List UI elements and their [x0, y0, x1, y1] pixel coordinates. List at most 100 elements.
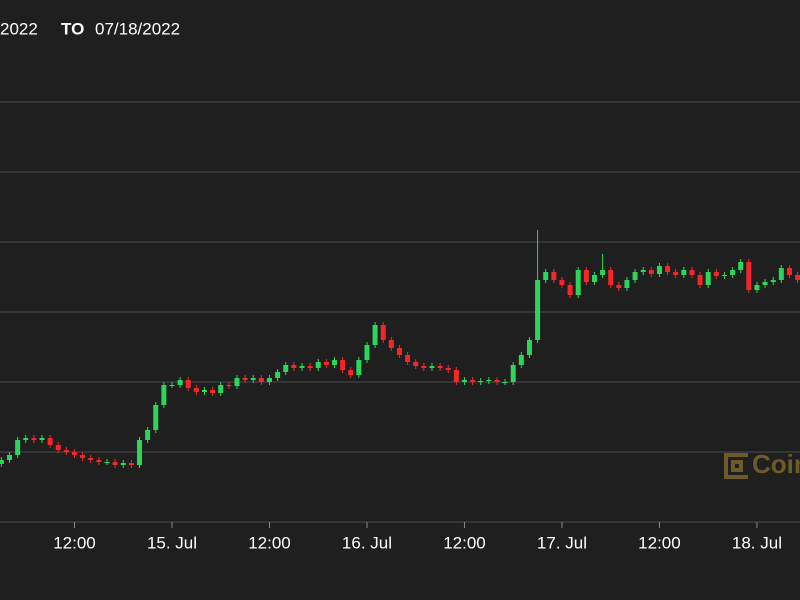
candle-body: [486, 380, 492, 381]
x-tick-label: 15. Jul: [147, 533, 197, 552]
candle-body: [697, 275, 703, 285]
x-tick-label: 12:00: [53, 533, 96, 552]
candle-body: [47, 438, 53, 445]
candle-body: [429, 366, 435, 368]
candle-body: [291, 365, 297, 368]
candle-body: [96, 460, 102, 462]
candle-body: [689, 270, 695, 275]
x-tick-label: 16. Jul: [342, 533, 392, 552]
candle-body: [104, 462, 110, 463]
candle-body: [591, 275, 597, 282]
candle-body: [323, 362, 329, 365]
candle-body: [730, 270, 736, 275]
candle-body: [340, 360, 346, 370]
candle-body: [648, 270, 654, 274]
date-separator: TO: [61, 19, 84, 38]
candle-body: [128, 463, 134, 465]
candle-body: [518, 355, 524, 365]
candle-body: [762, 282, 768, 285]
candle-body: [299, 366, 305, 368]
candle-body: [713, 272, 719, 276]
candle-body: [526, 340, 532, 355]
candle-body: [258, 378, 264, 382]
candle-body: [543, 272, 549, 280]
candle-body: [575, 270, 581, 295]
candle-body: [640, 270, 646, 272]
watermark-logo: [724, 453, 748, 479]
watermark-text: Coin: [752, 449, 800, 479]
candle-body: [535, 280, 541, 340]
candle-body: [396, 348, 402, 355]
candle-body: [193, 388, 199, 392]
candle-body: [364, 345, 370, 360]
candle-body: [55, 445, 61, 450]
candle-body: [778, 268, 784, 280]
candle-body: [770, 280, 776, 282]
candle-body: [7, 455, 13, 460]
candle-body: [161, 385, 167, 405]
candle-body: [226, 385, 232, 386]
candle-body: [453, 370, 459, 382]
candle-body: [242, 378, 248, 380]
candle-body: [372, 325, 378, 345]
candle-body: [795, 275, 800, 280]
candle-body: [681, 270, 687, 275]
candle-body: [23, 438, 29, 440]
candle-body: [413, 362, 419, 366]
candle-body: [673, 272, 679, 275]
candle-body: [275, 372, 281, 378]
candle-body: [185, 380, 191, 388]
candle-body: [380, 325, 386, 340]
candle-body: [177, 380, 183, 385]
candle-body: [494, 380, 500, 382]
candle-body: [567, 285, 573, 295]
candle-body: [624, 280, 630, 288]
x-tick-label: 12:00: [638, 533, 681, 552]
date-from: 2022: [0, 19, 38, 38]
x-tick-label: 18. Jul: [732, 533, 782, 552]
candle-body: [632, 272, 638, 280]
candle-body: [388, 340, 394, 348]
candle-body: [738, 262, 744, 270]
candle-body: [31, 438, 37, 440]
candle-body: [80, 455, 86, 458]
candle-body: [754, 285, 760, 290]
candle-body: [461, 380, 467, 382]
candle-body: [71, 452, 77, 455]
candle-body: [210, 390, 216, 393]
candle-body: [112, 462, 118, 465]
candle-body: [616, 285, 622, 288]
candle-body: [331, 360, 337, 365]
candle-body: [348, 370, 354, 375]
candle-body: [478, 381, 484, 382]
candle-body: [0, 460, 4, 464]
candle-body: [88, 458, 94, 460]
candle-body: [136, 440, 142, 465]
candle-body: [656, 266, 662, 274]
candle-body: [266, 378, 272, 382]
candle-body: [201, 390, 207, 392]
candle-body: [445, 368, 451, 370]
candle-body: [218, 385, 224, 393]
candle-body: [153, 405, 159, 430]
candle-body: [786, 268, 792, 275]
candle-body: [559, 280, 565, 285]
date-to: 07/18/2022: [95, 19, 180, 38]
candle-body: [315, 362, 321, 368]
candle-body: [437, 366, 443, 368]
x-tick-label: 12:00: [443, 533, 486, 552]
candle-body: [705, 272, 711, 285]
candle-body: [746, 262, 752, 290]
candle-body: [15, 440, 21, 455]
candle-body: [63, 450, 69, 452]
candle-body: [145, 430, 151, 440]
candle-body: [665, 266, 671, 272]
candle-body: [510, 365, 516, 382]
candle-body: [583, 270, 589, 282]
candle-body: [470, 380, 476, 382]
candle-body: [234, 378, 240, 386]
candle-body: [169, 385, 175, 386]
